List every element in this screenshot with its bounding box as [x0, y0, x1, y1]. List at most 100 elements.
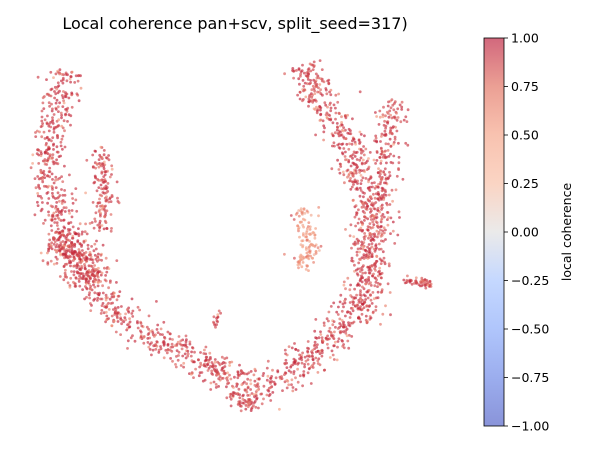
scatter-point [57, 238, 61, 242]
scatter-point [210, 369, 214, 373]
scatter-point [301, 217, 305, 221]
scatter-point [377, 242, 381, 246]
scatter-point [371, 220, 375, 224]
scatter-point [100, 304, 104, 307]
scatter-point [45, 192, 49, 195]
scatter-point [64, 237, 68, 240]
scatter-point [97, 158, 101, 162]
scatter-point [89, 255, 93, 259]
scatter-point [92, 283, 95, 287]
scatter-point [309, 79, 312, 82]
scatter-point [384, 177, 388, 181]
scatter-point [63, 200, 67, 204]
scatter-point [338, 317, 342, 321]
scatter-point [343, 181, 346, 185]
scatter-point [63, 275, 67, 279]
colorbar-tick-label: 0.25 [511, 176, 539, 191]
scatter-point [289, 214, 293, 217]
scatter-point [396, 107, 400, 111]
scatter-point [386, 104, 390, 108]
colorbar: 1.000.750.500.250.00−0.25−0.50−0.75−1.00… [483, 31, 574, 434]
scatter-point [387, 100, 390, 104]
scatter-point [321, 341, 324, 344]
scatter-point [332, 103, 336, 107]
scatter-point [301, 63, 304, 67]
scatter-point [357, 208, 360, 212]
scatter-point [375, 221, 379, 225]
scatter-point [380, 132, 384, 136]
scatter-point [302, 225, 305, 229]
scatter-point [66, 281, 70, 285]
scatter-point [75, 266, 79, 270]
scatter-point [146, 341, 150, 344]
scatter-point [249, 370, 253, 373]
scatter-point [36, 175, 40, 178]
scatter-point [120, 305, 123, 308]
scatter-point [238, 402, 242, 406]
scatter-point [89, 309, 93, 312]
scatter-point [371, 185, 374, 189]
scatter-point [319, 244, 323, 248]
scatter-point [169, 357, 173, 360]
scatter-point [54, 255, 58, 259]
scatter-point [96, 269, 99, 272]
scatter-point [363, 191, 366, 195]
scatter-point [344, 228, 347, 231]
scatter-point [337, 305, 340, 309]
scatter-point [83, 267, 87, 270]
scatter-point [370, 264, 374, 268]
scatter-point [313, 82, 317, 85]
scatter-point [66, 244, 70, 248]
scatter-point [52, 236, 56, 240]
scatter-point [44, 185, 48, 188]
scatter-point [60, 124, 64, 128]
scatter-point [313, 92, 317, 95]
scatter-point [337, 132, 341, 135]
scatter-point [386, 149, 390, 152]
scatter-point [99, 273, 103, 277]
scatter-point [304, 359, 308, 363]
scatter-point [297, 227, 300, 231]
scatter-point [327, 329, 331, 333]
scatter-point [355, 250, 359, 254]
scatter-point [50, 87, 54, 91]
scatter-point [140, 324, 144, 328]
scatter-point [189, 354, 193, 358]
scatter-point [64, 206, 68, 210]
scatter-point [342, 325, 345, 329]
scatter-point [311, 256, 314, 260]
scatter-point [307, 347, 310, 350]
scatter-point [395, 111, 398, 115]
scatter-point [58, 211, 61, 215]
scatter-point [80, 253, 84, 256]
scatter-point [101, 291, 105, 295]
scatter-point [47, 213, 51, 217]
scatter-point [389, 113, 392, 117]
scatter-point [314, 85, 318, 88]
scatter-point [81, 230, 84, 234]
scatter-point [397, 141, 400, 145]
scatter-point [64, 262, 67, 266]
scatter-point [112, 319, 116, 323]
scatter-point [85, 282, 88, 285]
scatter-point [86, 243, 90, 247]
scatter-point [228, 373, 231, 377]
scatter-point [340, 309, 344, 313]
scatter-point [58, 275, 62, 278]
scatter-point [239, 409, 243, 413]
scatter-point [184, 334, 188, 338]
scatter-point [243, 388, 247, 391]
scatter-point [262, 384, 266, 388]
scatter-point [100, 258, 103, 262]
scatter-point [249, 409, 253, 412]
scatter-point [350, 256, 354, 260]
scatter-point [63, 226, 67, 230]
scatter-point [75, 92, 79, 96]
scatter-point [364, 294, 367, 298]
scatter-point [297, 67, 301, 71]
scatter-point [96, 299, 99, 302]
scatter-point [118, 290, 122, 293]
scatter-point [67, 113, 71, 117]
scatter-point [316, 371, 320, 374]
